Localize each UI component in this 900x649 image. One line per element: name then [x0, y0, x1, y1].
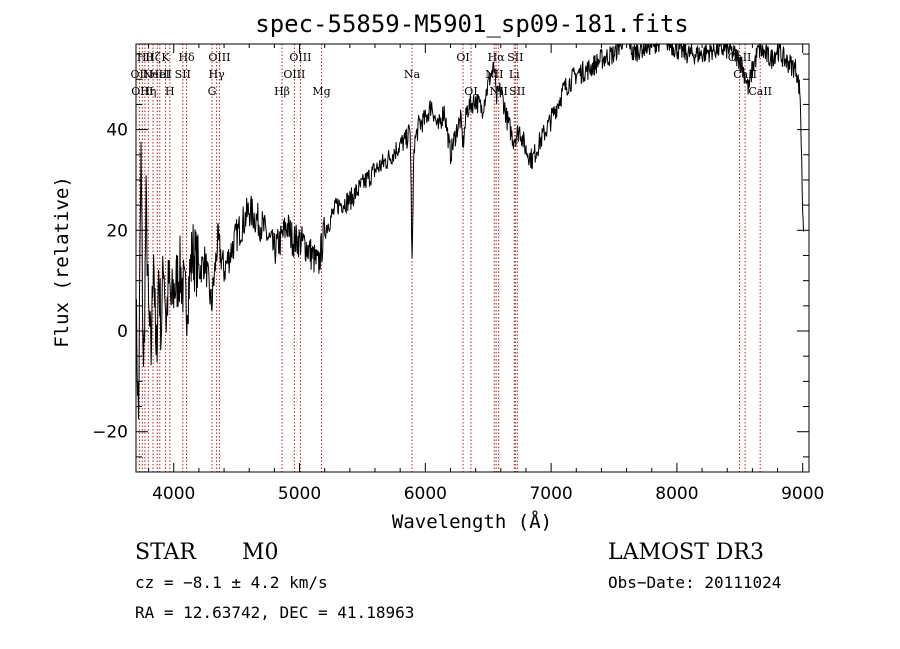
- y-tick-label-1: 0: [117, 322, 128, 342]
- series-line-0: [135, 42, 805, 420]
- y-axis-label: Flux (relative): [51, 176, 73, 348]
- line-label-8: H: [165, 85, 175, 98]
- line-label-3: Hη: [140, 85, 156, 98]
- x-tick-label-5: 9000: [781, 484, 824, 504]
- line-label-1: OIII: [131, 85, 153, 98]
- y-tick-label-2: 20: [106, 221, 128, 241]
- chart-title: spec-55859-M5901_sp09-181.fits: [255, 10, 688, 38]
- axis-ticks: 4000 5000 6000 7000 8000 9000 −20 0 20 40: [92, 44, 824, 504]
- line-label-29: CaII: [748, 85, 772, 98]
- x-tick-label-4: 8000: [655, 484, 698, 504]
- redshift-readout: cz = −8.1 ± 4.2 km/s: [135, 573, 328, 592]
- spectrum-series: [135, 42, 805, 420]
- line-label-15: OIII: [283, 68, 305, 81]
- spectral-subclass: M0: [242, 540, 279, 565]
- obs-date-value: Obs−Date: 20111024: [608, 573, 782, 592]
- line-label-13: OIII: [208, 51, 230, 64]
- line-label-16: OIII: [289, 51, 311, 64]
- x-tick-label-3: 7000: [529, 484, 572, 504]
- line-label-24: Li: [509, 68, 520, 81]
- y-tick-label-0: −20: [92, 423, 128, 443]
- line-label-26: SII: [509, 85, 525, 98]
- line-label-6: HeI: [150, 68, 170, 81]
- line-label-10: Hδ: [178, 51, 195, 64]
- spectral-line-labels: OIIOIIIHθHηHζNeIIIHeIKHSIIHδGHγOIIIHβOII…: [131, 51, 772, 98]
- y-tick-label-3: 40: [106, 121, 128, 141]
- line-label-4: Hζ: [145, 51, 161, 64]
- spectral-subclass-label: M0: [242, 540, 279, 565]
- line-label-14: Hβ: [274, 85, 290, 98]
- line-label-19: OI: [456, 51, 469, 64]
- object-class: STAR: [135, 540, 196, 565]
- object-class-label: STAR: [135, 540, 196, 565]
- x-tick-label-0: 4000: [152, 484, 195, 504]
- coordinates-value: RA = 12.63742, DEC = 41.18963: [135, 603, 415, 622]
- x-tick-label-1: 5000: [278, 484, 321, 504]
- line-label-9: SII: [175, 68, 191, 81]
- line-label-5: NeIII: [143, 68, 172, 81]
- line-label-7: K: [161, 51, 170, 64]
- spectral-line-markers: [138, 44, 761, 472]
- survey-name-label: LAMOST DR3: [608, 540, 764, 565]
- redshift-value: cz = −8.1 ± 4.2 km/s: [135, 573, 328, 592]
- plot-frame: [135, 43, 810, 473]
- x-axis-label: Wavelength (Å): [392, 510, 552, 533]
- x-tick-label-2: 6000: [404, 484, 447, 504]
- line-label-22: Hα: [488, 51, 506, 64]
- line-label-25: SII: [507, 51, 523, 64]
- coordinates: RA = 12.63742, DEC = 41.18963: [135, 603, 414, 622]
- line-label-11: G: [208, 85, 217, 98]
- line-label-18: Na: [404, 68, 421, 81]
- obs-date: Obs−Date: 20111024: [608, 573, 781, 592]
- line-label-20: OI: [464, 85, 477, 98]
- line-label-0: OII: [131, 68, 149, 81]
- survey-name: LAMOST DR3: [608, 540, 764, 565]
- line-label-12: Hγ: [209, 68, 226, 81]
- line-label-17: Mg: [312, 85, 330, 98]
